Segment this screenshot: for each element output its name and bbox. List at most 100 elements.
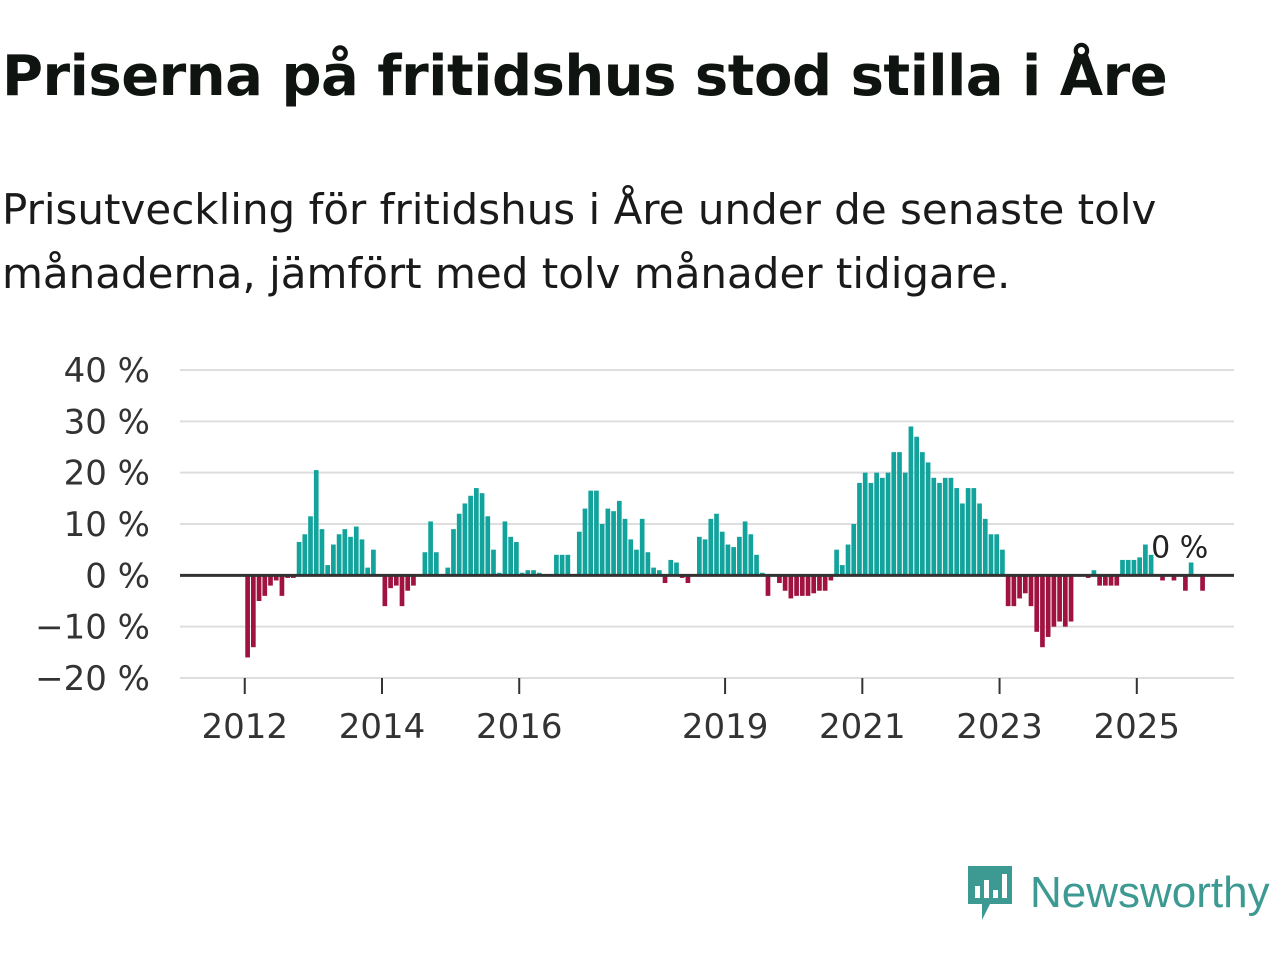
bar <box>725 544 731 576</box>
bar <box>891 452 897 576</box>
bar <box>250 575 256 648</box>
bar <box>634 549 639 576</box>
y-tick-label: −10 % <box>35 608 150 648</box>
x-tick-label: 2014 <box>339 707 426 747</box>
bar <box>256 575 262 601</box>
bar <box>931 477 937 576</box>
bar <box>336 534 342 576</box>
bar <box>456 513 462 576</box>
bar <box>1034 575 1040 632</box>
bar <box>925 462 931 576</box>
y-tick-label: 40 % <box>64 351 150 391</box>
bar <box>742 521 748 576</box>
bar <box>268 575 273 586</box>
bar <box>1028 575 1034 607</box>
bar <box>651 567 656 576</box>
newsworthy-logo: Newsworthy <box>964 862 1270 924</box>
bar <box>485 516 491 576</box>
bar <box>1103 575 1108 586</box>
bar <box>765 575 771 596</box>
bar <box>313 470 319 576</box>
y-tick-label: 10 % <box>64 505 150 545</box>
x-tick-label: 2012 <box>201 707 288 747</box>
bar <box>777 575 782 584</box>
bar <box>348 536 353 576</box>
bar <box>468 495 473 576</box>
bar <box>599 524 605 576</box>
x-tick-label: 2019 <box>682 707 769 747</box>
x-tick-label: 2025 <box>1094 707 1181 747</box>
x-tick-label: 2016 <box>476 707 563 747</box>
bar <box>754 554 759 576</box>
y-axis-labels: 40 % 30 % 20 % 10 % 0 % −10 % −20 % <box>35 351 150 699</box>
bar <box>325 565 331 576</box>
bar <box>668 559 674 576</box>
bar <box>576 531 582 576</box>
gridlines <box>180 369 1234 679</box>
bar <box>262 575 268 596</box>
bar <box>382 575 388 607</box>
bar <box>845 544 851 576</box>
bar <box>794 575 799 596</box>
bar <box>639 518 645 576</box>
bar <box>514 541 519 576</box>
bar <box>965 488 971 576</box>
bar <box>508 536 513 576</box>
bar <box>353 526 359 576</box>
y-tick-label: 30 % <box>64 402 150 442</box>
bar <box>1000 549 1005 576</box>
bar <box>1051 575 1057 627</box>
bar <box>982 518 988 576</box>
y-tick-label: −20 % <box>35 659 150 699</box>
bar <box>1188 562 1194 576</box>
bar <box>1131 559 1137 576</box>
bar <box>433 552 439 576</box>
x-axis: 2012 2014 2016 2019 2021 2023 2025 <box>201 678 1180 747</box>
y-tick-label: 0 % <box>85 556 150 596</box>
bar <box>662 575 668 584</box>
bar <box>1091 570 1097 576</box>
newsworthy-icon <box>968 866 1012 920</box>
bar <box>554 554 559 576</box>
bar <box>405 575 411 591</box>
bar <box>411 575 416 586</box>
bar <box>245 575 250 658</box>
bar <box>611 511 616 576</box>
newsworthy-wordmark: Newsworthy <box>1030 868 1270 917</box>
bar <box>445 567 451 576</box>
bar <box>685 575 691 584</box>
bar <box>782 575 788 591</box>
bar <box>479 493 485 576</box>
bar <box>799 575 805 596</box>
bar <box>1040 575 1045 648</box>
bar <box>748 534 754 576</box>
bar <box>920 452 925 576</box>
bar <box>834 549 839 576</box>
bar <box>851 524 857 576</box>
bar-chart: 40 %30 %20 %10 %0 %−10 %−20 % 2012 2014 20… <box>35 351 1234 747</box>
bar <box>622 518 628 576</box>
x-tick-label: 2021 <box>819 707 906 747</box>
bar <box>914 436 919 576</box>
chart-subtitle: Prisutveckling för fritidshus i Åre unde… <box>2 185 1157 298</box>
bar <box>1022 575 1028 594</box>
bar <box>897 452 902 576</box>
bar <box>811 575 817 594</box>
bar <box>817 575 822 591</box>
bar <box>937 482 942 576</box>
bar <box>708 518 714 576</box>
bar <box>1125 559 1131 576</box>
bar <box>1120 559 1125 576</box>
bar <box>988 534 994 576</box>
bar <box>1097 575 1102 586</box>
bar <box>828 575 834 581</box>
bar <box>525 570 531 576</box>
bar <box>491 549 496 576</box>
bar <box>565 554 571 576</box>
bar <box>645 552 651 576</box>
bar <box>977 503 982 576</box>
bar <box>1171 575 1177 581</box>
bar <box>279 575 285 596</box>
bar <box>462 503 468 576</box>
bar <box>1148 554 1154 576</box>
